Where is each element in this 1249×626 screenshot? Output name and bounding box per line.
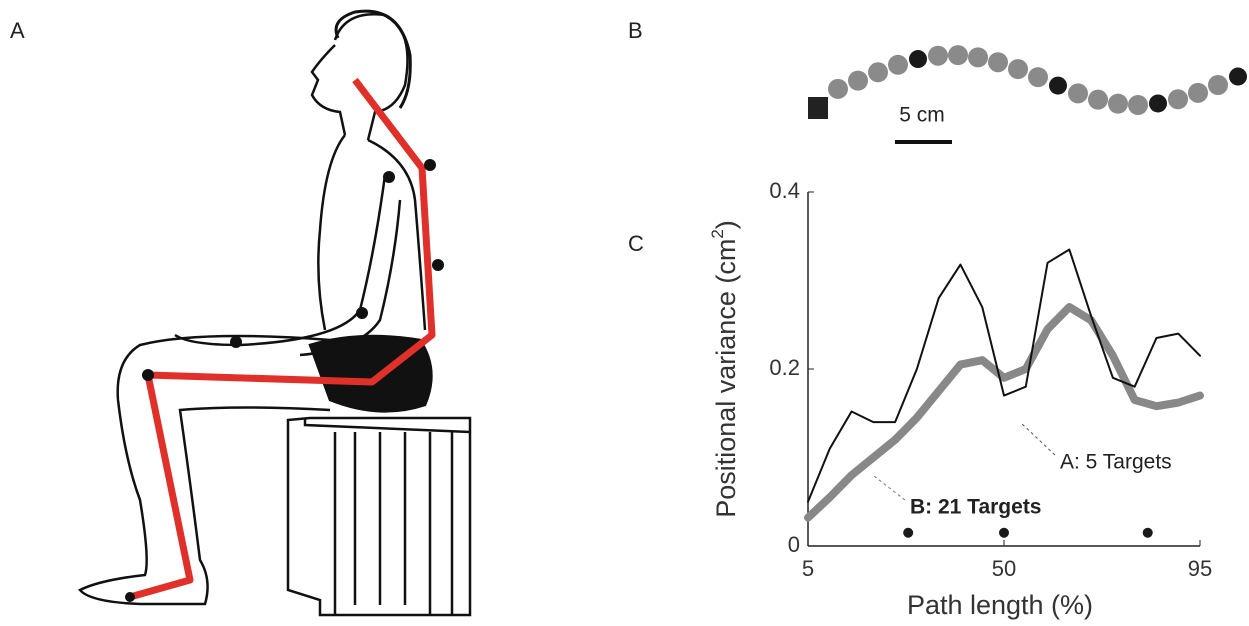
panel-label: C: [628, 231, 644, 256]
target-marker: [903, 528, 913, 538]
via-dot: [888, 55, 908, 75]
panel-label: A: [10, 18, 25, 43]
via-dot: [988, 52, 1008, 72]
via-dot: [1168, 89, 1188, 109]
via-dot: [948, 45, 968, 65]
target-dot: [1149, 94, 1167, 112]
via-dot: [868, 62, 888, 82]
scale-label: 5 cm: [899, 104, 945, 127]
panel-label: B: [628, 18, 643, 43]
y-tick-label: 0: [788, 532, 800, 557]
via-dot: [968, 47, 988, 67]
via-dot: [1028, 67, 1048, 87]
leader-line: [1020, 422, 1055, 455]
via-dot: [1188, 83, 1208, 103]
y-tick-label: 0.2: [769, 355, 800, 380]
series-annotation: B: 21 Targets: [910, 496, 1042, 519]
via-dot: [848, 71, 868, 91]
target-dot: [1049, 77, 1067, 95]
leader-line: [874, 476, 905, 500]
via-dot: [1108, 94, 1128, 114]
x-tick-label: 50: [992, 556, 1016, 581]
seated-figure: [80, 11, 470, 615]
target-marker: [999, 528, 1009, 538]
x-axis-label: Path length (%): [907, 590, 1093, 620]
via-dot: [1128, 95, 1148, 115]
target-path: [808, 45, 1247, 119]
target-dot: [1229, 68, 1247, 86]
start-square: [808, 97, 828, 119]
via-dot: [1068, 83, 1088, 103]
series-line: [808, 307, 1200, 518]
via-dot: [1208, 75, 1228, 95]
via-dot: [1008, 59, 1028, 79]
x-tick-label: 5: [802, 556, 814, 581]
y-label-end: ): [711, 220, 741, 229]
target-marker: [1143, 528, 1153, 538]
via-dot: [1088, 90, 1108, 110]
via-dot: [828, 79, 848, 99]
y-tick-label: 0.4: [769, 178, 800, 203]
series-annotation: A: 5 Targets: [1060, 451, 1172, 474]
y-label-sup: 2: [708, 229, 727, 238]
y-label-text: Positional variance (cm: [711, 239, 741, 518]
target-dot: [909, 50, 927, 68]
x-tick-label: 95: [1188, 556, 1212, 581]
y-axis-label: Positional variance (cm2): [708, 220, 741, 518]
via-dot: [928, 46, 948, 66]
figure: A B C 5 cm Path length (%) Positional va…: [0, 0, 1249, 626]
